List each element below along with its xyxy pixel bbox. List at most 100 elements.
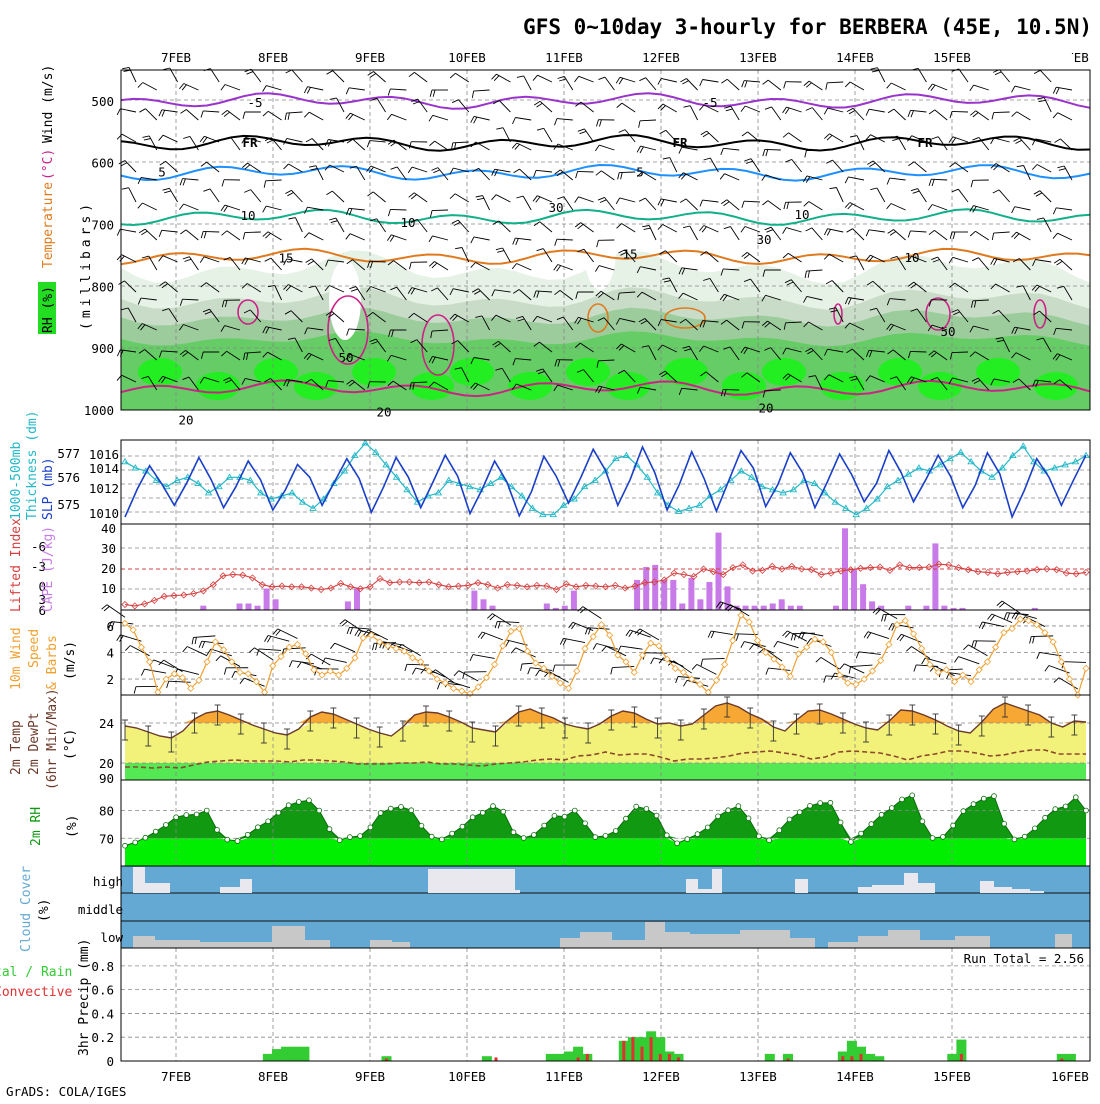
wind-barb-feather [164, 191, 171, 193]
wind-barb [564, 76, 573, 90]
precip-total-bar [482, 1056, 492, 1061]
wind-barb [184, 84, 199, 91]
wind-barb [1002, 601, 1020, 613]
wind-barb [325, 658, 347, 663]
wind-barb [686, 199, 698, 210]
cloud-high-bar [872, 885, 904, 893]
wind-barb [1064, 662, 1086, 663]
cloud-high-bar [904, 873, 918, 893]
cloud-low-bar [560, 938, 580, 948]
cape-bar [688, 578, 694, 610]
wind-barb-feather [765, 227, 772, 230]
wind-barb-feather [726, 109, 733, 111]
wind-barb-feather [889, 624, 892, 630]
wind-barb-feather [387, 235, 391, 241]
wind-barb-feather [845, 177, 848, 183]
wind-barb-feather [867, 633, 871, 639]
rh-marker [1033, 826, 1038, 831]
wind-barb [809, 81, 822, 90]
rh-marker [767, 838, 772, 843]
wind-barb-feather [639, 78, 645, 81]
precip-convective-bar [641, 1047, 644, 1061]
wind-barb-feather [763, 80, 769, 84]
rh-contour-label: 10 [240, 208, 255, 223]
wind-barb-feather [575, 76, 579, 82]
wind-barb [251, 69, 261, 82]
cloud-low-bar [370, 940, 392, 948]
rh-marker [797, 810, 802, 815]
wind-barb-feather [975, 641, 977, 648]
rh-marker [296, 800, 301, 805]
wind-barb-feather [1058, 166, 1065, 168]
wind-barb-feather [618, 173, 620, 180]
rh-marker [317, 808, 322, 813]
wind-barb [225, 85, 240, 91]
wind-barb-feather [308, 261, 314, 265]
cloud-high-bar [858, 887, 872, 893]
wind-barb [768, 80, 781, 90]
wind-barb-feather [973, 113, 978, 118]
bottom-date-label: 13FEB [739, 1069, 777, 1084]
wind-barb-feather [932, 137, 939, 139]
wind-barb-feather [224, 206, 228, 212]
wind-barb-feather [596, 171, 601, 176]
wind-barb-feather [497, 251, 504, 253]
wind-barb-feather [326, 191, 332, 195]
wind-barb-feather [908, 231, 910, 238]
thickness-tick: 576 [57, 470, 80, 485]
cape-bar [237, 604, 243, 611]
cloud-low-bar [828, 942, 858, 948]
wind-barb [974, 85, 989, 90]
wind-barb-feather [887, 83, 892, 88]
wind-barb-feather [766, 668, 769, 675]
wind-barb-feather [1032, 165, 1037, 170]
wind-barb-feather [992, 233, 993, 240]
wind-barb-feather [711, 632, 714, 638]
wind-barb [563, 638, 585, 642]
wind-barb-feather [619, 78, 623, 84]
dewpoint-band [125, 763, 1086, 780]
rh-marker [746, 816, 751, 821]
wind-barb-feather [629, 631, 633, 637]
wind-barb [751, 159, 760, 172]
precip-total-bar [281, 1047, 291, 1061]
wind-speed-marker [1083, 665, 1089, 671]
wind-barb-feather [721, 79, 727, 83]
rh-marker [634, 804, 639, 809]
wind-barb [765, 149, 781, 150]
wind-barb [744, 201, 760, 202]
rh-marker [368, 825, 373, 830]
wind-barb [524, 76, 532, 90]
wind-barb-feather [999, 603, 1004, 608]
wind-barb-feather [554, 265, 558, 271]
wind-barb-feather [580, 131, 587, 133]
rh-label: RH (%) [41, 286, 56, 333]
cloud-low-bar [133, 936, 155, 948]
wind-barb-feather [676, 677, 678, 684]
cloud-high-bar [1030, 891, 1044, 893]
wind-barb-feather [450, 73, 455, 78]
wind-barb-feather [972, 258, 978, 261]
wind-barb [349, 88, 365, 90]
wind-barb-feather [808, 271, 809, 278]
rh-marker [470, 815, 475, 820]
wind-barb-feather [783, 253, 788, 258]
wind-barb-feather [744, 159, 751, 161]
cape-tick: 30 [101, 541, 116, 556]
rh-marker [664, 833, 669, 838]
wind-barb-feather [117, 109, 120, 115]
wind-barb-feather [890, 232, 896, 236]
wind-barb-feather [585, 628, 587, 635]
isotherm-label: 20 [376, 404, 391, 419]
wind-barb [407, 664, 429, 665]
wind-barb-feather [741, 227, 745, 233]
cape-bar [752, 606, 758, 610]
wind-barb [390, 89, 406, 90]
rh-marker [930, 836, 935, 841]
isotherm-minus5 [121, 93, 1090, 109]
cape-tick: 10 [101, 581, 116, 596]
wind-barb-feather [762, 201, 768, 205]
wind-barb-feather [216, 656, 221, 661]
wind-barb [231, 137, 240, 150]
